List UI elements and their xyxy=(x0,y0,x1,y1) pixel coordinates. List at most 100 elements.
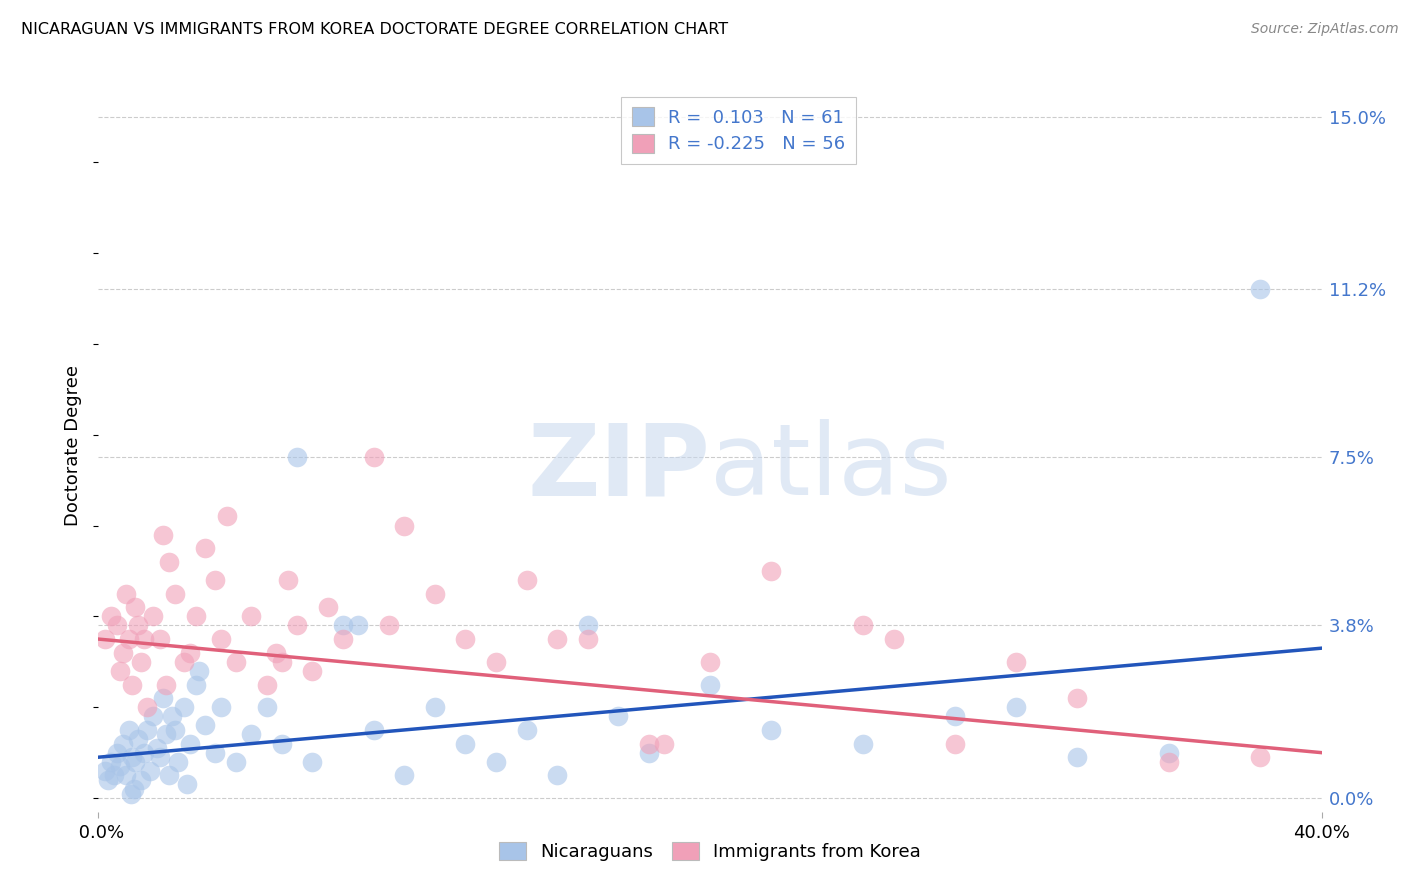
Point xyxy=(93,764,115,778)
Point xyxy=(347,618,370,632)
Point xyxy=(97,772,120,787)
Point xyxy=(256,677,278,691)
Point xyxy=(155,727,177,741)
Point xyxy=(93,632,115,646)
Point xyxy=(215,509,238,524)
Point xyxy=(638,746,661,760)
Point xyxy=(111,737,134,751)
Point xyxy=(111,646,134,660)
Point xyxy=(186,677,208,691)
Point xyxy=(167,755,190,769)
Point xyxy=(240,727,263,741)
Point xyxy=(264,646,287,660)
Point xyxy=(761,564,783,578)
Point xyxy=(108,664,131,678)
Point xyxy=(115,587,138,601)
Point xyxy=(852,618,875,632)
Point xyxy=(134,632,156,646)
Text: atlas: atlas xyxy=(710,419,952,516)
Point xyxy=(576,632,599,646)
Point xyxy=(1157,746,1180,760)
Point xyxy=(607,709,630,723)
Point xyxy=(124,755,146,769)
Point xyxy=(225,755,247,769)
Point xyxy=(163,723,186,737)
Point xyxy=(699,677,721,691)
Point xyxy=(100,755,122,769)
Point xyxy=(127,732,149,747)
Point xyxy=(194,718,217,732)
Point xyxy=(160,709,183,723)
Point xyxy=(285,618,308,632)
Point xyxy=(157,555,180,569)
Point xyxy=(270,655,294,669)
Point xyxy=(699,655,721,669)
Point xyxy=(105,746,128,760)
Text: NICARAGUAN VS IMMIGRANTS FROM KOREA DOCTORATE DEGREE CORRELATION CHART: NICARAGUAN VS IMMIGRANTS FROM KOREA DOCT… xyxy=(21,22,728,37)
Point xyxy=(209,632,232,646)
Point xyxy=(852,737,875,751)
Point xyxy=(546,632,568,646)
Point xyxy=(301,755,323,769)
Point xyxy=(332,618,354,632)
Point xyxy=(943,709,966,723)
Point xyxy=(134,746,156,760)
Point xyxy=(120,787,142,801)
Point xyxy=(115,768,138,782)
Point xyxy=(1004,655,1026,669)
Point xyxy=(638,737,661,751)
Point xyxy=(139,764,162,778)
Text: ZIP: ZIP xyxy=(527,419,710,516)
Point xyxy=(204,573,226,587)
Point xyxy=(363,723,385,737)
Point xyxy=(423,587,446,601)
Point xyxy=(142,609,165,624)
Point xyxy=(1157,755,1180,769)
Point xyxy=(129,655,152,669)
Point xyxy=(516,723,538,737)
Point xyxy=(108,759,131,773)
Point xyxy=(122,782,145,797)
Point xyxy=(363,450,385,465)
Point xyxy=(943,737,966,751)
Point xyxy=(332,632,354,646)
Point xyxy=(883,632,905,646)
Point xyxy=(485,755,508,769)
Point xyxy=(149,750,172,764)
Point xyxy=(277,573,299,587)
Point xyxy=(423,700,446,714)
Point xyxy=(225,655,247,669)
Point xyxy=(142,709,165,723)
Point xyxy=(188,664,211,678)
Point xyxy=(392,768,416,782)
Point xyxy=(194,541,217,556)
Point xyxy=(378,618,401,632)
Point xyxy=(1250,750,1272,764)
Point xyxy=(1066,750,1088,764)
Point xyxy=(152,691,174,706)
Point xyxy=(163,587,186,601)
Point xyxy=(1004,700,1026,714)
Point xyxy=(118,632,141,646)
Point xyxy=(103,768,125,782)
Point xyxy=(155,677,177,691)
Point xyxy=(145,741,167,756)
Point xyxy=(454,737,477,751)
Point xyxy=(157,768,180,782)
Point xyxy=(179,646,201,660)
Point xyxy=(516,573,538,587)
Point xyxy=(105,618,128,632)
Point xyxy=(240,609,263,624)
Point xyxy=(179,737,201,751)
Point xyxy=(121,750,143,764)
Point xyxy=(316,600,339,615)
Point xyxy=(124,600,146,615)
Point xyxy=(1250,282,1272,296)
Point xyxy=(100,609,122,624)
Point xyxy=(118,723,141,737)
Point xyxy=(285,450,308,465)
Point xyxy=(256,700,278,714)
Point xyxy=(152,527,174,541)
Point xyxy=(173,700,195,714)
Point xyxy=(129,772,152,787)
